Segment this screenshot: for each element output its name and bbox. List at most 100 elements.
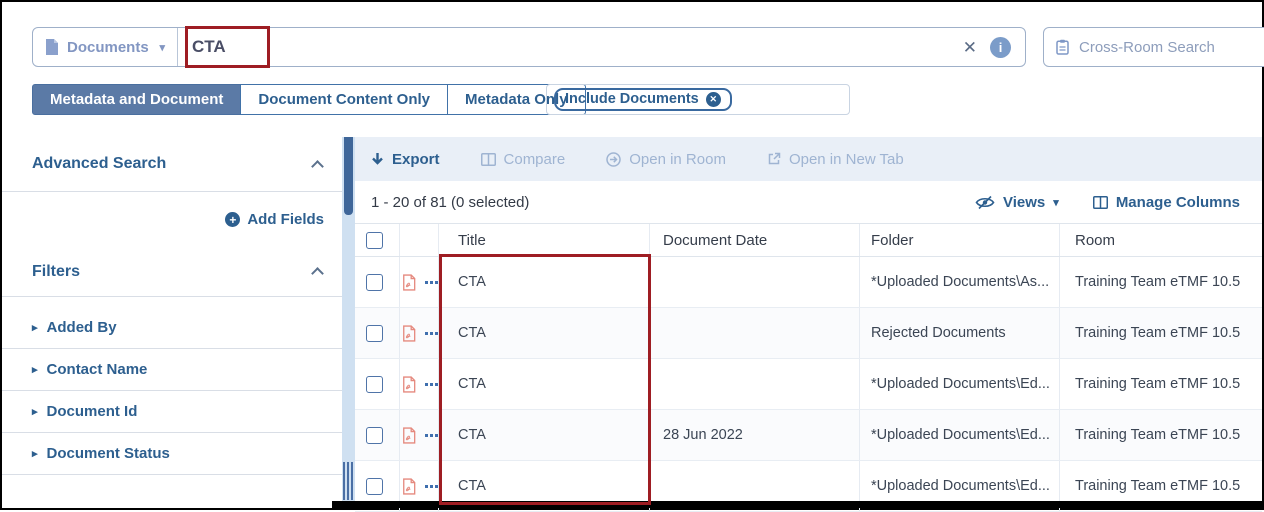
pdf-file-icon[interactable]	[402, 426, 416, 445]
filter-item-document-id[interactable]: ▸ Document Id	[2, 391, 342, 433]
sidebar-splitter[interactable]	[342, 137, 355, 508]
more-actions-icon[interactable]	[425, 484, 438, 488]
search-scope-label: Documents	[67, 38, 149, 56]
cell-document-date	[650, 461, 860, 511]
expand-arrow-icon: ▸	[32, 322, 38, 334]
row-checkbox[interactable]	[366, 375, 383, 393]
more-actions-icon[interactable]	[425, 280, 438, 284]
columns-icon	[1092, 195, 1108, 209]
search-filter-chip-bar: Include Documents ✕	[546, 84, 850, 115]
filter-item-label: Document Id	[46, 403, 138, 420]
eye-slash-icon	[975, 195, 995, 209]
open-in-room-button[interactable]: Open in Room	[606, 151, 726, 168]
export-button[interactable]: Export	[371, 151, 440, 168]
cross-room-search-placeholder: Cross-Room Search	[1079, 38, 1215, 56]
column-header-title[interactable]: Title	[439, 224, 650, 256]
column-header-folder[interactable]: Folder	[860, 224, 1060, 256]
open-in-new-tab-button[interactable]: Open in New Tab	[767, 151, 904, 168]
cell-document-date	[650, 257, 860, 307]
table-row[interactable]: CTA 28 Jun 2022 *Uploaded Documents\Ed..…	[355, 410, 1262, 461]
cell-folder: *Uploaded Documents\As...	[860, 257, 1060, 307]
row-checkbox[interactable]	[366, 477, 383, 495]
row-checkbox[interactable]	[366, 324, 383, 342]
scrollbar-thumb[interactable]	[344, 137, 353, 215]
info-icon[interactable]: i	[990, 36, 1011, 58]
expand-arrow-icon: ▸	[32, 448, 38, 460]
pdf-file-icon[interactable]	[402, 324, 416, 343]
more-actions-icon[interactable]	[425, 331, 438, 335]
chip-label: Include Documents	[565, 91, 699, 107]
compare-panes-icon	[480, 152, 496, 166]
expand-arrow-icon: ▸	[32, 364, 38, 376]
cell-room: Training Team eTMF 10.5	[1075, 478, 1241, 494]
filter-item-added-by[interactable]: ▸ Added By	[2, 307, 342, 349]
cell-room: Training Team eTMF 10.5	[1075, 274, 1241, 290]
results-panel: Export Compare Open in Room Open in New …	[355, 137, 1262, 512]
table-row[interactable]: CTA *Uploaded Documents\As... Training T…	[355, 257, 1262, 308]
cell-room: Training Team eTMF 10.5	[1075, 325, 1241, 341]
pdf-file-icon[interactable]	[402, 273, 416, 292]
advanced-search-sidebar: Advanced Search + Add Fields Filters ▸ A…	[2, 137, 342, 508]
add-fields-button[interactable]: Add Fields	[247, 211, 324, 228]
cross-room-search-input[interactable]: Cross-Room Search	[1043, 27, 1264, 67]
results-summary-bar: 1 - 20 of 81 (0 selected) Views ▾ Manage…	[355, 181, 1262, 223]
filters-title: Filters	[32, 262, 81, 280]
table-row[interactable]: CTA Rejected Documents Training Team eTM…	[355, 308, 1262, 359]
tab-document-content-only[interactable]: Document Content Only	[240, 84, 449, 115]
filter-item-document-status[interactable]: ▸ Document Status	[2, 433, 342, 475]
cell-document-date	[650, 308, 860, 358]
filters-section-header[interactable]: Filters	[2, 247, 342, 297]
manage-columns-button[interactable]: Manage Columns	[1092, 193, 1240, 211]
plus-icon: +	[225, 212, 241, 227]
more-actions-icon[interactable]	[425, 433, 438, 437]
more-actions-icon[interactable]	[425, 382, 438, 386]
filter-item-label: Added By	[46, 319, 117, 336]
views-label: Views	[1003, 193, 1046, 211]
document-icon	[46, 39, 58, 55]
row-checkbox[interactable]	[366, 426, 383, 444]
pdf-file-icon[interactable]	[402, 375, 416, 394]
row-checkbox[interactable]	[366, 273, 383, 291]
compare-label: Compare	[503, 150, 566, 168]
bottom-clip-bar	[332, 501, 1262, 508]
column-header-room[interactable]: Room	[1075, 231, 1116, 249]
cell-document-date	[650, 359, 860, 409]
external-link-icon	[768, 152, 781, 165]
clear-search-icon[interactable]: ✕	[962, 37, 977, 57]
remove-chip-icon[interactable]: ✕	[705, 91, 721, 107]
views-dropdown[interactable]: Views ▾	[975, 194, 1059, 211]
chevron-up-icon	[311, 267, 324, 280]
advanced-search-section-header[interactable]: Advanced Search	[2, 137, 342, 192]
splitter-grip-handle[interactable]	[343, 462, 353, 500]
filter-item-label: Document Status	[46, 445, 170, 462]
filter-item-label: Contact Name	[46, 361, 148, 378]
circle-arrow-icon	[606, 151, 621, 167]
table-body: CTA *Uploaded Documents\As... Training T…	[355, 257, 1262, 512]
chevron-up-icon	[311, 159, 324, 173]
expand-arrow-icon: ▸	[32, 406, 38, 418]
select-all-checkbox[interactable]	[366, 231, 383, 249]
export-label: Export	[392, 150, 440, 168]
compare-button[interactable]: Compare	[480, 150, 566, 168]
cell-folder: *Uploaded Documents\Ed...	[860, 359, 1060, 409]
cell-title: CTA	[439, 410, 650, 460]
filter-item-contact-name[interactable]: ▸ Contact Name	[2, 349, 342, 391]
download-arrow-icon	[372, 152, 383, 165]
open-in-new-tab-label: Open in New Tab	[788, 150, 904, 168]
chevron-down-icon: ▾	[159, 41, 165, 54]
table-row[interactable]: CTA *Uploaded Documents\Ed... Training T…	[355, 359, 1262, 410]
column-header-document-date[interactable]: Document Date	[650, 224, 860, 256]
cell-title: CTA	[439, 308, 650, 358]
cell-room: Training Team eTMF 10.5	[1075, 376, 1241, 392]
search-input[interactable]: CTA	[192, 37, 226, 56]
tab-metadata-and-document[interactable]: Metadata and Document	[32, 84, 242, 115]
cell-document-date: 28 Jun 2022	[650, 410, 860, 460]
manage-columns-label: Manage Columns	[1115, 193, 1240, 211]
cell-title: CTA	[439, 359, 650, 409]
actions-column-header	[400, 224, 439, 256]
include-documents-chip[interactable]: Include Documents ✕	[554, 88, 732, 111]
clipboard-icon	[1056, 39, 1069, 55]
pdf-file-icon[interactable]	[402, 477, 416, 496]
search-scope-dropdown[interactable]: Documents ▾	[33, 28, 178, 66]
